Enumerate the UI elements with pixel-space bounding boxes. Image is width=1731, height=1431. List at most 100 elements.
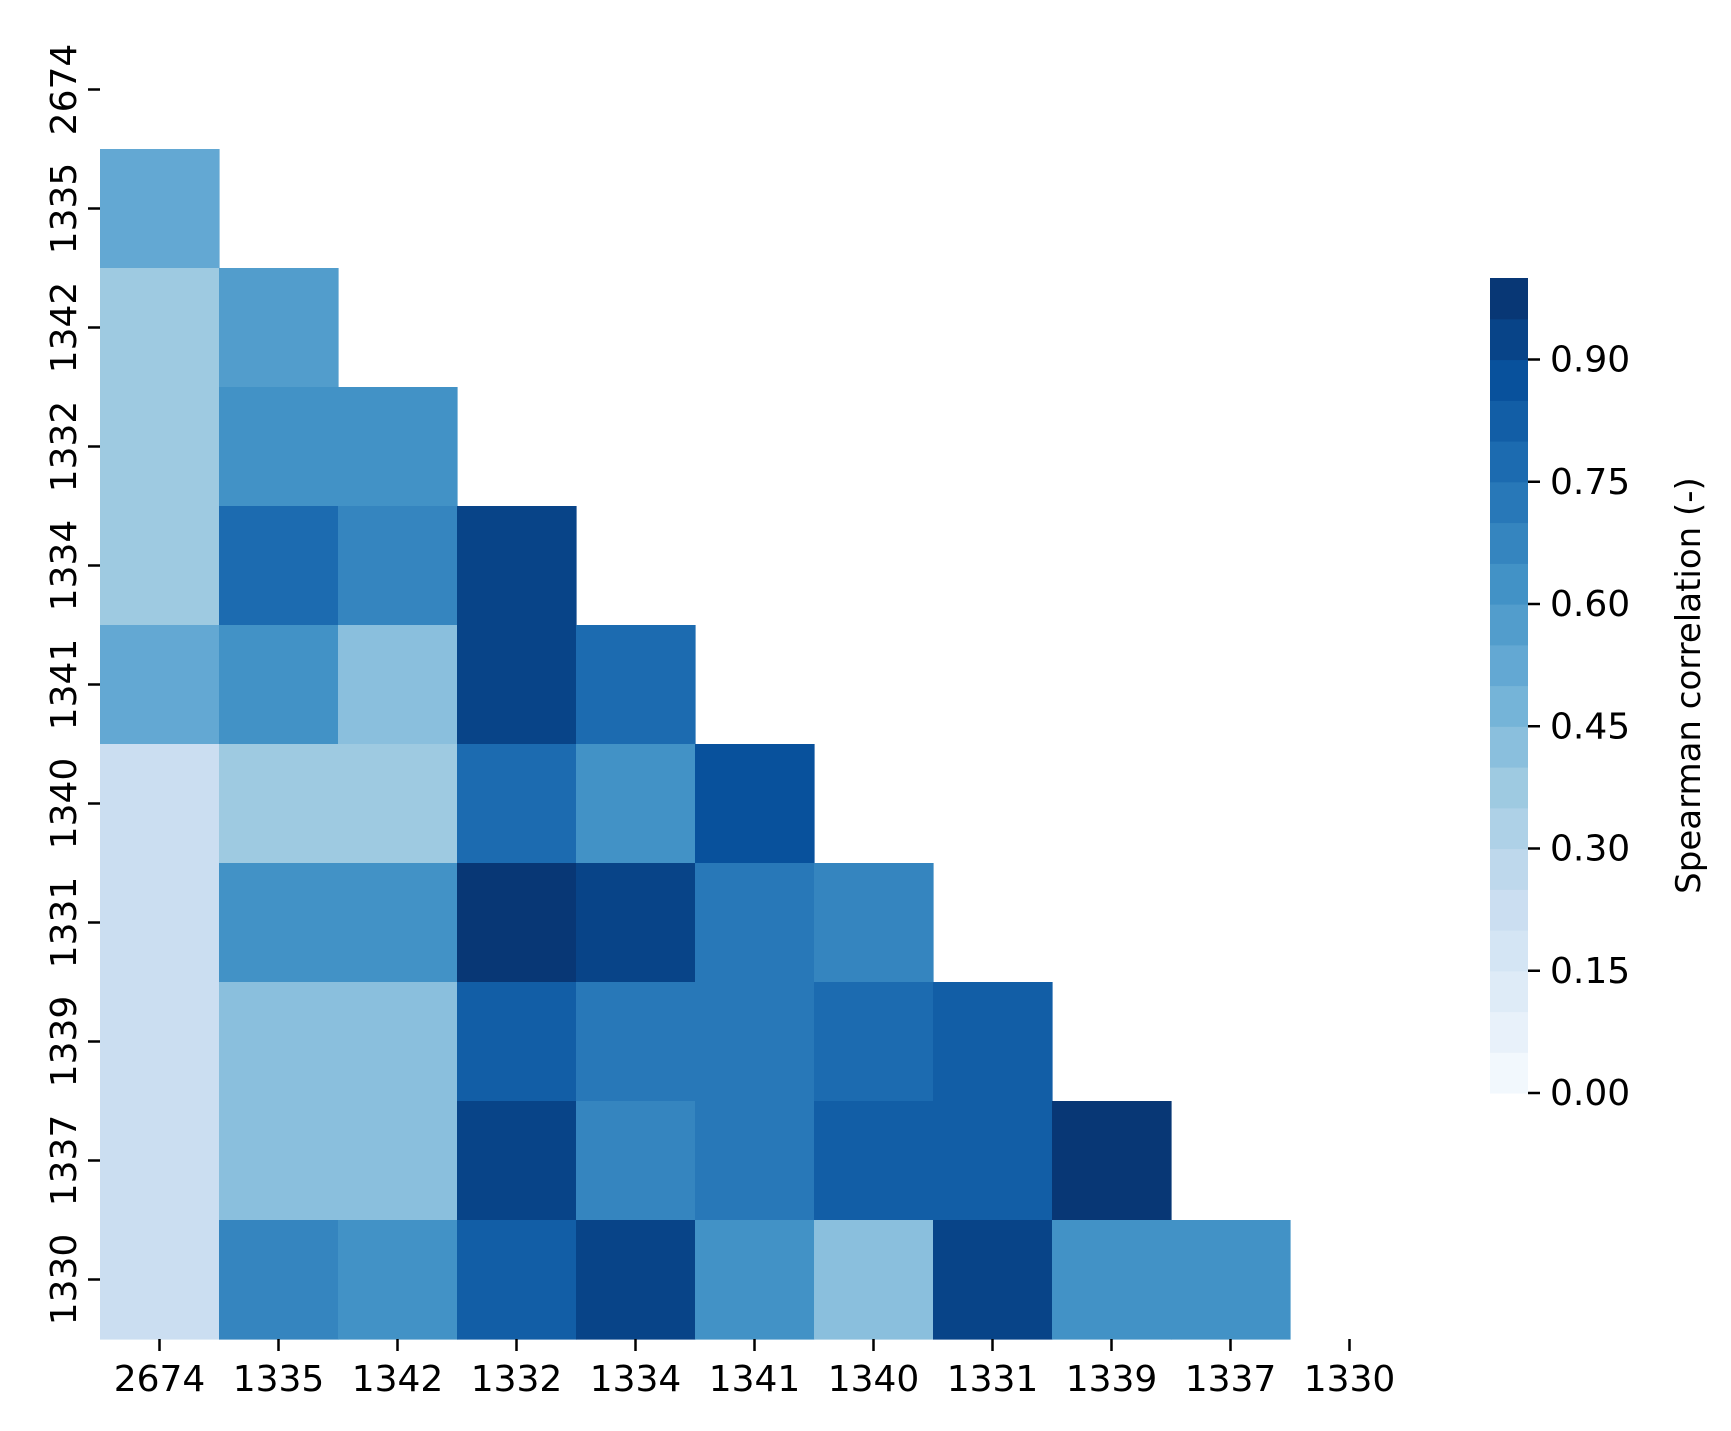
heatmap-cell-1337-1340 (814, 1101, 934, 1221)
heatmap-cell-1342-1335 (219, 268, 339, 388)
colorbar-segment (1490, 1052, 1528, 1094)
x-tick-label: 1339 (1066, 1359, 1158, 1400)
heatmap-cell-1340-2674 (100, 744, 220, 864)
heatmap-cell-1340-1342 (338, 744, 458, 864)
x-tick-label: 1332 (471, 1359, 563, 1400)
colorbar-label: Spearman correlation (-) (1669, 477, 1709, 894)
heatmap-cell-1332-1342 (338, 387, 458, 507)
colorbar-segment (1490, 522, 1528, 564)
heatmap-cell-1337-1332 (457, 1101, 577, 1221)
y-tick-label: 1339 (44, 996, 85, 1088)
heatmap-cell-1337-1339 (1052, 1101, 1172, 1221)
colorbar-segment (1490, 726, 1528, 768)
x-tick-label: 1330 (1304, 1359, 1396, 1400)
heatmap-cell-1337-2674 (100, 1101, 220, 1221)
colorbar-tick-label: 0.30 (1550, 829, 1630, 870)
colorbar-segment (1490, 563, 1528, 605)
y-tick-label: 1341 (44, 639, 85, 731)
y-tick-label: 1340 (44, 758, 85, 850)
heatmap-cell-1337-1341 (695, 1101, 815, 1221)
heatmap-cell-1337-1342 (338, 1101, 458, 1221)
heatmap-cell-1331-1335 (219, 863, 339, 983)
colorbar-tick-label: 0.15 (1550, 951, 1630, 992)
heatmap-cell-1330-1335 (219, 1220, 339, 1340)
colorbar-segment (1490, 1011, 1528, 1053)
heatmap-cell-1341-1332 (457, 625, 577, 745)
colorbar-tick-label: 0.45 (1550, 706, 1630, 747)
x-tick-label: 1341 (709, 1359, 801, 1400)
colorbar-segment (1490, 644, 1528, 687)
x-tick-label: 2674 (114, 1359, 206, 1400)
x-tick-label: 1337 (1185, 1359, 1277, 1400)
colorbar-segment (1490, 400, 1528, 442)
colorbar-segment (1490, 278, 1528, 320)
heatmap-cell-1341-1342 (338, 625, 458, 745)
y-tick-label: 1330 (44, 1234, 85, 1326)
heatmap-cell-1330-1342 (338, 1220, 458, 1340)
y-tick-label: 1335 (44, 163, 85, 255)
heatmap-cell-1334-2674 (100, 506, 220, 626)
x-tick-label: 1342 (352, 1359, 444, 1400)
heatmap-cell-1335-2674 (100, 149, 220, 269)
heatmap-cell-1331-1340 (814, 863, 934, 983)
heatmap-cell-1334-1335 (219, 506, 339, 626)
heatmap-cell-1330-1337 (1171, 1220, 1291, 1340)
colorbar-segment (1490, 481, 1528, 524)
heatmap-cell-1340-1334 (576, 744, 696, 864)
heatmap-cell-1339-1341 (695, 982, 815, 1102)
heatmap-cell-1337-1334 (576, 1101, 696, 1221)
colorbar-tick-label: 0.60 (1550, 584, 1630, 625)
colorbar-tick-label: 0.90 (1550, 340, 1630, 381)
x-tick-label: 1340 (828, 1359, 920, 1400)
y-tick-label: 1334 (44, 520, 85, 612)
y-tick-label: 1331 (44, 877, 85, 969)
heatmap-cell-1330-1332 (457, 1220, 577, 1340)
heatmap-cell-1340-1341 (695, 744, 815, 864)
x-tick-label: 1334 (590, 1359, 682, 1400)
colorbar-segment (1490, 359, 1528, 401)
heatmap-cell-1330-1334 (576, 1220, 696, 1340)
colorbar-segment (1490, 604, 1528, 646)
heatmap-cell-1330-2674 (100, 1220, 220, 1340)
colorbar-tick-label: 0.00 (1550, 1073, 1630, 1114)
heatmap-cell-1339-1334 (576, 982, 696, 1102)
colorbar-tick-label: 0.75 (1550, 462, 1630, 503)
colorbar: 0.00 0.15 0.30 0.45 0.60 0.75 0.90 (1490, 278, 1630, 1114)
heatmap-cell-1331-1342 (338, 863, 458, 983)
heatmap-cell-1337-1335 (219, 1101, 339, 1221)
colorbar-segment (1490, 441, 1528, 483)
heatmap-cell-1340-1335 (219, 744, 339, 864)
y-axis: 2674 1335 1342 1332 1334 1341 1340 1331 1339 1337… (44, 44, 100, 1326)
y-tick-label: 1342 (44, 282, 85, 374)
heatmap-cell-1332-1335 (219, 387, 339, 507)
heatmap-cell-1330-1331 (933, 1220, 1053, 1340)
heatmap-cell-1334-1342 (338, 506, 458, 626)
heatmap-cell-1330-1340 (814, 1220, 934, 1340)
heatmap-cell-1339-1335 (219, 982, 339, 1102)
heatmap-cell-1341-2674 (100, 625, 220, 745)
x-tick-label: 1331 (947, 1359, 1039, 1400)
heatmap-cell-1334-1332 (457, 506, 577, 626)
colorbar-segment (1490, 930, 1528, 972)
heatmap-cell-1339-1332 (457, 982, 577, 1102)
heatmap-cell-1337-1331 (933, 1101, 1053, 1221)
colorbar-segment (1490, 767, 1528, 809)
heatmap-cell-1340-1332 (457, 744, 577, 864)
heatmap-cell-1331-2674 (100, 863, 220, 983)
heatmap-cells (100, 149, 1291, 1340)
heatmap-cell-1330-1339 (1052, 1220, 1172, 1340)
colorbar-segment (1490, 889, 1528, 931)
colorbar-segment (1490, 685, 1528, 727)
heatmap-cell-1331-1334 (576, 863, 696, 983)
heatmap-cell-1341-1334 (576, 625, 696, 745)
x-tick-label: 1335 (233, 1359, 325, 1400)
colorbar-segment (1490, 848, 1528, 890)
heatmap-cell-1331-1341 (695, 863, 815, 983)
heatmap-cell-1339-2674 (100, 982, 220, 1102)
x-axis: 2674 1335 1342 1332 1334 1341 1340 1331 1339 1337… (114, 1339, 1396, 1400)
y-tick-label: 1337 (44, 1115, 85, 1207)
heatmap-cell-1339-1340 (814, 982, 934, 1102)
heatmap-cell-1339-1342 (338, 982, 458, 1102)
heatmap-cell-1341-1335 (219, 625, 339, 745)
